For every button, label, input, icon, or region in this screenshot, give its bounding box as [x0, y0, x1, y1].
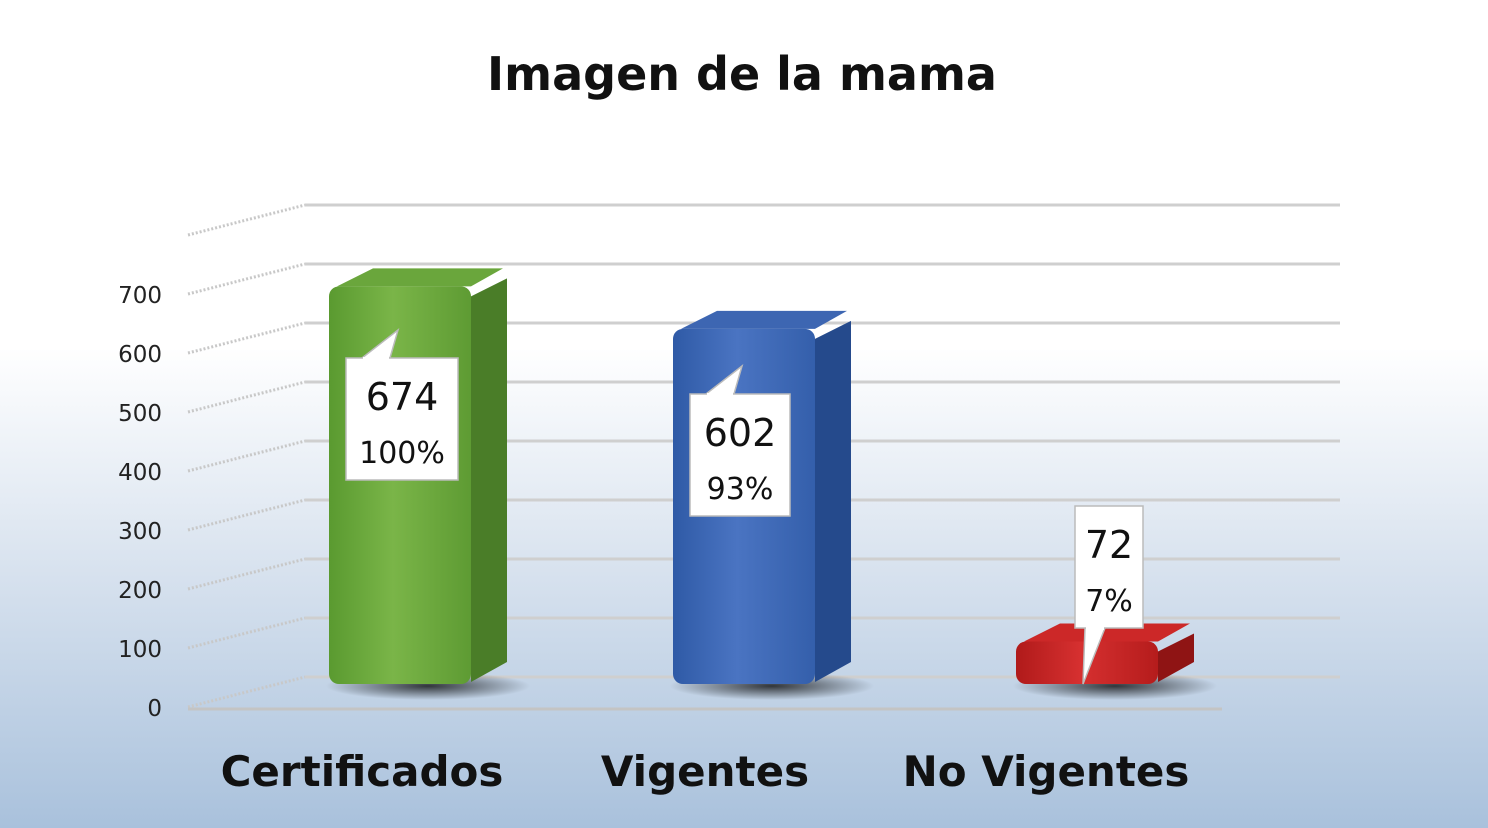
- x-axis-categories: Certificados Vigentes No Vigentes: [221, 747, 1190, 796]
- y-tick-label: 600: [118, 342, 162, 368]
- callout-box: [1074, 505, 1144, 629]
- gridline-side: [187, 380, 306, 414]
- y-tick-label: 500: [118, 401, 162, 427]
- gridline-side: [187, 557, 306, 591]
- data-value-label: 72: [1085, 523, 1133, 567]
- data-label-callout: 674 100%: [345, 327, 459, 481]
- bar: [329, 286, 471, 684]
- data-label-callout: 727%: [1074, 505, 1144, 685]
- gridline-side: [187, 203, 306, 237]
- y-axis-ticks: 0 100 200 300 400 500 600 700: [118, 283, 162, 722]
- x-category-label: No Vigentes: [903, 747, 1190, 796]
- y-tick-label: 300: [118, 519, 162, 545]
- x-category-label: Vigentes: [601, 747, 809, 796]
- data-percent-label: 7%: [1085, 584, 1133, 619]
- gridline-side: [187, 498, 306, 532]
- data-percent-label: 100%: [359, 436, 445, 471]
- gridline-side: [187, 675, 306, 709]
- gridline-side: [187, 262, 306, 296]
- y-tick-label: 700: [118, 283, 162, 309]
- gridline-side: [187, 321, 306, 355]
- bar-top: [337, 268, 503, 287]
- callout-box: [689, 393, 791, 517]
- callout-box: [345, 357, 459, 481]
- chart-title: Imagen de la mama: [487, 47, 997, 101]
- y-tick-label: 0: [147, 696, 162, 722]
- bar-top: [1024, 623, 1190, 642]
- data-percent-label: 93%: [707, 472, 774, 507]
- y-tick-label: 400: [118, 460, 162, 486]
- data-value-label: 674: [366, 375, 439, 419]
- x-category-label: Certificados: [221, 747, 504, 796]
- bar-side: [1158, 633, 1194, 682]
- gridline-side: [187, 616, 306, 650]
- bar-side: [815, 320, 851, 682]
- bar-side: [471, 278, 507, 682]
- gridline-side: [187, 439, 306, 473]
- y-tick-label: 100: [118, 637, 162, 663]
- y-tick-label: 200: [118, 578, 162, 604]
- data-value-label: 602: [704, 411, 777, 455]
- bar-top: [681, 310, 847, 329]
